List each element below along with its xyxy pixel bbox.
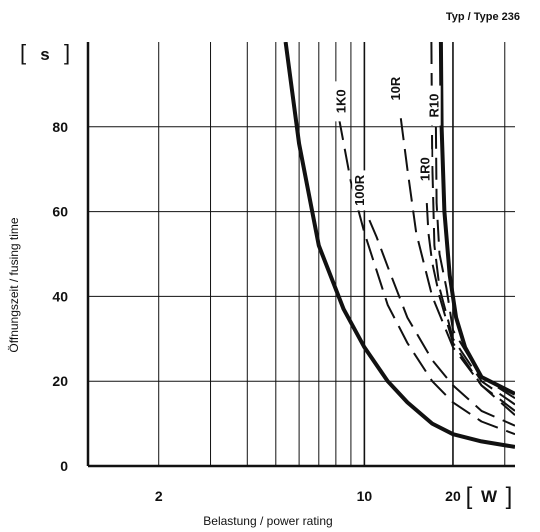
x-tick-label: 2 (155, 488, 163, 504)
series-label-background (352, 170, 367, 211)
y-tick-label: 60 (52, 204, 68, 220)
axes (86, 42, 515, 468)
y-unit-close-bracket: ] (64, 40, 70, 65)
series-label-10r: 10R (388, 76, 403, 100)
x-unit-label: W (481, 487, 498, 506)
x-unit-close-bracket: ] (506, 483, 513, 510)
series-curve-bound-0 (283, 42, 515, 449)
series-labels: 1K0 100R 10R 1R0 R10 (333, 68, 442, 211)
x-axis-label: Belastung / power rating (203, 514, 332, 528)
series-curve-bound-5 (430, 42, 515, 406)
x-tick-label: 20 (445, 488, 461, 504)
chart-title: Typ / Type 236 (446, 11, 520, 23)
series-label-background (387, 68, 402, 109)
y-tick-label: 40 (52, 288, 68, 304)
series-label-r10: R10 (427, 94, 442, 118)
x-tick-label: 10 (357, 488, 373, 504)
series-curve-100r (368, 219, 515, 427)
grid (88, 42, 515, 466)
tick-labels: 0 20 40 60 80 2 10 20 (52, 119, 461, 504)
series-label-1k0: 1K0 (334, 89, 349, 113)
series-curve-1r0 (425, 203, 515, 412)
series-label-background (333, 81, 348, 122)
series-label-background (426, 85, 441, 126)
series-curve-bound-7 (438, 42, 515, 396)
x-unit-open-bracket: [ (466, 483, 473, 510)
y-axis-label: Öffnungszeit / fusing time (7, 217, 21, 353)
y-tick-label: 80 (52, 119, 68, 135)
y-tick-label: 20 (52, 373, 68, 389)
series-label-100r: 100R (352, 174, 367, 206)
y-tick-label: 0 (60, 458, 68, 474)
y-unit-label: s (40, 45, 49, 64)
y-unit-open-bracket: [ (20, 40, 26, 65)
series-label-1r0: 1R0 (417, 157, 432, 181)
series-label-background (417, 149, 432, 190)
